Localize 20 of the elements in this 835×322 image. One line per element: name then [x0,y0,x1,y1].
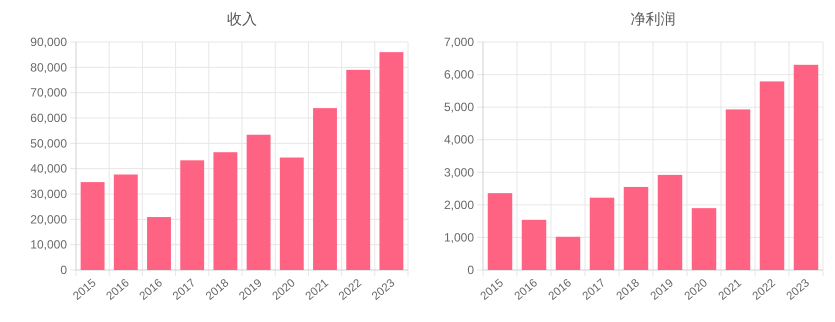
y-tick-label: 70,000 [30,86,68,100]
y-tick-label: 40,000 [30,162,68,176]
y-tick-label: 5,000 [444,100,474,114]
y-tick-label: 20,000 [30,212,68,226]
y-tick-label: 60,000 [30,111,68,125]
y-tick-label: 6,000 [444,68,474,82]
y-tick-label: 4,000 [444,132,474,147]
y-tick-label: 7,000 [444,35,474,49]
y-tick-label: 1,000 [444,230,474,244]
y-tick-label: 3,000 [444,165,474,180]
y-tick-label: 50,000 [30,136,68,150]
y-tick-label: 80,000 [30,60,68,74]
y-tick-label: 2,000 [444,198,474,212]
y-tick-label: 0 [60,263,68,277]
y-tick-label: 10,000 [30,238,68,252]
y-tick-label: 30,000 [30,187,68,201]
y-tick-label: 90,000 [30,35,68,49]
y-tick-label: 0 [467,263,474,277]
chart-title: 收入 [227,11,257,28]
chart-title: 净利润 [630,11,676,28]
